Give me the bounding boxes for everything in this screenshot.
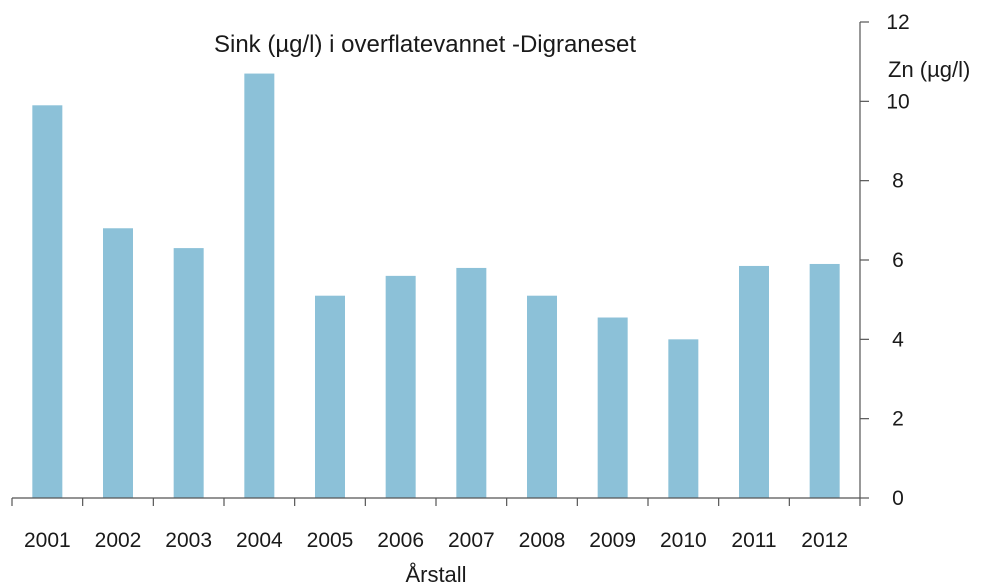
- x-tick-label: 2004: [236, 529, 283, 552]
- x-tick-label: 2012: [801, 529, 848, 552]
- y-tick-label: 2: [892, 408, 904, 431]
- bar-2012: [809, 263, 840, 498]
- axes-group: 2001 2002 2003 2004 2005 2006 2007 2008 2009 2010…: [11, 11, 910, 552]
- bar-2011: [739, 265, 769, 498]
- bar-2004: [244, 73, 275, 499]
- bar-2005: [315, 295, 345, 498]
- bar-2007: [456, 267, 487, 498]
- y-tick-label: 0: [892, 487, 904, 510]
- x-tick-label: 2002: [95, 529, 142, 552]
- bar-2001: [32, 105, 63, 499]
- x-tick-label: 2001: [24, 529, 71, 552]
- x-tick-label: 2007: [448, 529, 495, 552]
- y-tick-label: 10: [886, 90, 909, 113]
- bar-2002: [103, 228, 133, 498]
- bar-2010: [668, 339, 699, 498]
- x-tick-label: 2011: [731, 529, 776, 552]
- y-tick-label: 12: [886, 11, 909, 34]
- x-tick-label: 2005: [307, 529, 354, 552]
- bar-2003: [173, 248, 204, 498]
- x-tick-label: 2008: [519, 529, 566, 552]
- x-tick-label: 2006: [377, 529, 424, 552]
- bar-2006: [385, 275, 416, 498]
- y-tick-label: 8: [892, 170, 904, 193]
- bar-2009: [597, 317, 628, 498]
- x-tick-label: 2009: [589, 529, 636, 552]
- x-axis-label: Årstall: [405, 562, 466, 587]
- x-tick-label: 2003: [165, 529, 212, 552]
- y-tick-label: 6: [892, 249, 904, 272]
- y-axis-label: Zn (µg/l): [888, 57, 970, 82]
- x-tick-label: 2010: [660, 529, 707, 552]
- y-tick-label: 4: [892, 328, 904, 351]
- chart-title: Sink (µg/l) i overflatevannet -Digranese…: [214, 31, 636, 58]
- bars-group: [32, 73, 840, 499]
- bar-2008: [527, 295, 557, 498]
